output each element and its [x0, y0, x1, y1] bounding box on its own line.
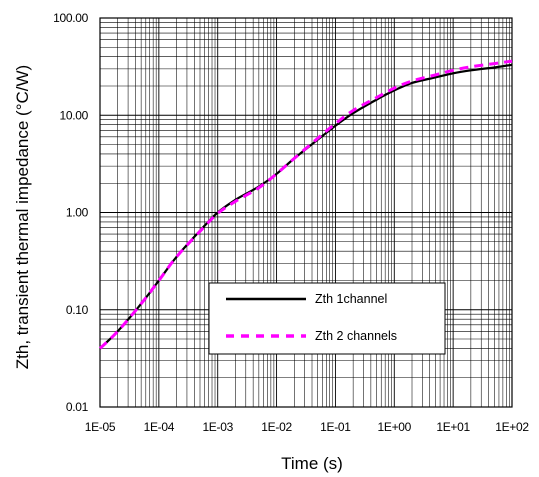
- x-tick-label: 1E+02: [495, 420, 529, 434]
- x-axis-title: Time (s): [281, 454, 343, 473]
- series-line-zth-2-channels: [98, 59, 513, 350]
- legend-label-zth-1channel: Zth 1channel: [315, 292, 387, 306]
- legend: Zth 1channel Zth 2 channels: [208, 282, 446, 355]
- y-tick-label: 0.10: [66, 303, 89, 317]
- legend-box: [208, 282, 446, 355]
- x-tick-label: 1E-05: [85, 420, 116, 434]
- y-tick-label: 0.01: [66, 400, 89, 414]
- x-tick-labels: 1E-05 1E-04 1E-03 1E-02 1E-01 1E+00 1E+01 1E+02: [85, 420, 530, 434]
- y-tick-labels: 100.00 10.00 1.00 0.10 0.01: [53, 11, 89, 414]
- x-tick-label: 1E-01: [320, 420, 351, 434]
- y-axis-title: Zth, transient thermal impedance (°C/W): [13, 65, 32, 369]
- plot-frame: [99, 17, 513, 408]
- x-tick-label: 1E-03: [202, 420, 233, 434]
- legend-label-zth-2-channels: Zth 2 channels: [315, 329, 397, 343]
- x-tick-label: 1E-02: [261, 420, 292, 434]
- x-tick-label: 1E-04: [144, 420, 175, 434]
- y-tick-label: 100.00: [53, 11, 89, 25]
- y-tick-label: 1.00: [66, 206, 89, 220]
- series-lines: [98, 59, 513, 350]
- y-tick-label: 10.00: [59, 108, 88, 122]
- x-tick-label: 1E+00: [378, 420, 412, 434]
- x-tick-label: 1E+01: [436, 420, 470, 434]
